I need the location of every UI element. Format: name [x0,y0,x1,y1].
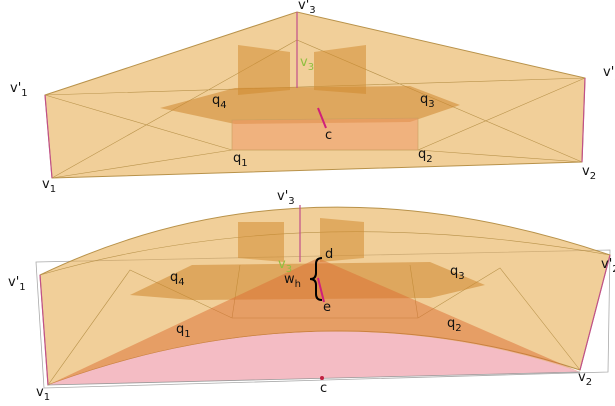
label-part: 2 [586,377,592,388]
label-part: 3 [458,271,464,282]
label-part: 1 [184,329,190,340]
label-part: c [325,128,332,143]
label-part: v' [10,81,21,96]
label: v'2 [603,65,615,83]
label-part: q [233,151,241,166]
label-part: h [295,279,301,290]
label-part: d [325,247,333,262]
top-figure: v'3 v'1 v'2 v3 q4 q3 c q1 q2 v1 v2 [10,0,615,195]
label-part: 3 [428,99,434,110]
label-part: 1 [241,158,247,169]
label-part: q [170,270,178,285]
label-part: v' [298,0,309,13]
label: v'3 [277,189,295,207]
label: e [323,300,331,315]
label-part: 4 [178,277,184,288]
label-part: c [320,381,327,396]
label-part: v' [603,65,614,80]
label: v'1 [8,275,26,293]
bottom-figure: v'3 v'1 v'2 d v3 wh q4 q3 e q1 q2 v1 c v… [8,189,615,403]
label-part: 3 [309,5,315,16]
label-part: v' [8,275,19,290]
label: c [325,128,332,143]
label: d [325,247,333,262]
label-part: q [447,316,455,331]
label: c [320,381,327,396]
label-part: q [450,264,458,279]
label-part: 1 [21,88,27,99]
label-part: q [176,322,184,337]
label-part: v' [601,257,612,272]
label-part: 2 [590,171,596,182]
label-part: v' [277,189,288,204]
label-part: w [284,272,295,287]
label-part: 2 [455,323,461,334]
label: v'1 [10,81,28,99]
label-part: q [420,92,428,107]
label-part: 2 [426,154,432,165]
label-part: q [212,93,220,108]
label: v2 [582,164,596,182]
label-part: 1 [50,184,56,195]
label-part: 4 [220,100,226,111]
label-part: q [418,147,426,162]
figure: v'3 v'1 v'2 v3 q4 q3 c q1 q2 v1 v2 v'3 v… [0,0,615,406]
c-point [320,376,324,380]
label-part: 3 [308,62,314,73]
label-part: 1 [44,392,50,403]
label: v1 [42,177,56,195]
label-part: 1 [19,282,25,293]
label-part: 3 [288,196,294,207]
label-part: e [323,300,331,315]
